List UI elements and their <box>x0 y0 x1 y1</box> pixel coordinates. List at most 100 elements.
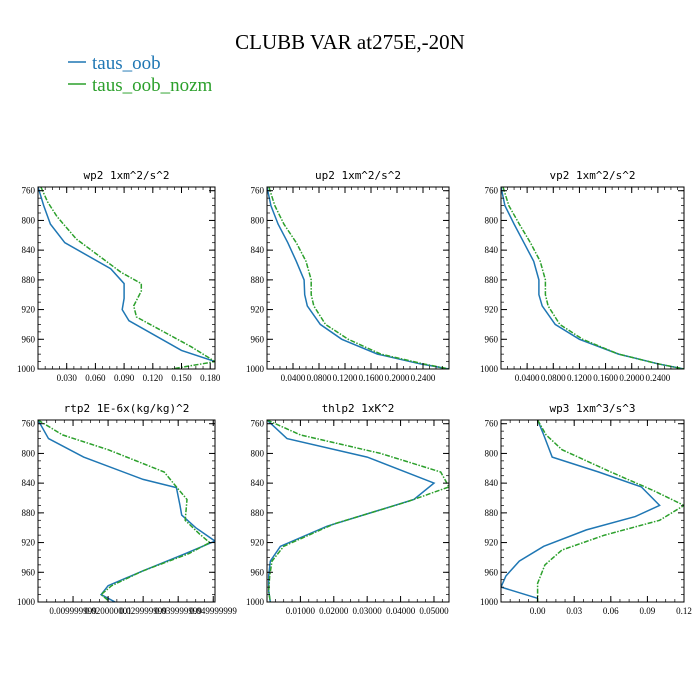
series-line-taus-oob-nozm <box>38 420 212 602</box>
panel-title: vp2 1xm^2/s^2 <box>549 169 635 182</box>
y-tick-label: 840 <box>22 245 36 255</box>
series-line-taus-oob <box>38 187 215 363</box>
y-tick-label: 1000 <box>246 364 265 374</box>
x-tick-label: 0.05000 <box>419 606 449 616</box>
x-tick-label: 0.06 <box>603 606 619 616</box>
x-tick-label: 0.1200 <box>567 373 592 383</box>
x-tick-label: 0.020000001 <box>84 606 131 616</box>
plot-frame <box>37 419 216 603</box>
x-tick-label: 0.01000 <box>286 606 316 616</box>
y-tick-label: 1000 <box>480 364 499 374</box>
panel-title: up2 1xm^2/s^2 <box>315 169 401 182</box>
series-line-taus-oob <box>267 187 449 369</box>
y-tick-label: 960 <box>22 567 36 577</box>
panel-4: rtp2 1E-6x(kg/kg)^2 0.0099999990.02000000… <box>17 402 237 616</box>
y-tick-label: 840 <box>485 245 499 255</box>
y-tick-label: 920 <box>251 538 265 548</box>
y-tick-label: 1000 <box>17 597 36 607</box>
y-tick-label: 760 <box>251 419 265 429</box>
y-tick-label: 840 <box>251 478 265 488</box>
panel-3: vp2 1xm^2/s^2 0.0400 0.0800 0.1200 0.1600 0.2… <box>480 169 685 383</box>
x-tick-label: 0.2400 <box>645 373 670 383</box>
x-tick-label: 0.1600 <box>359 373 384 383</box>
y-tick-label: 1000 <box>246 597 265 607</box>
y-tick-label: 760 <box>485 419 499 429</box>
x-tick-label: 0.00 <box>530 606 546 616</box>
series-line-taus-oob <box>501 187 684 369</box>
y-tick-label: 880 <box>22 275 36 285</box>
y-tick-label: 960 <box>485 567 499 577</box>
y-tick-label: 840 <box>251 245 265 255</box>
series-line-taus-oob <box>267 420 436 602</box>
x-tick-label: 0.120 <box>143 373 164 383</box>
x-tick-label: 0.030 <box>57 373 78 383</box>
y-tick-label: 880 <box>251 508 265 518</box>
y-tick-label: 880 <box>251 275 265 285</box>
y-tick-label: 960 <box>251 567 265 577</box>
x-tick-label: 0.180 <box>200 373 221 383</box>
panel-title: wp2 1xm^2/s^2 <box>83 169 169 182</box>
x-tick-label: 0.0400 <box>515 373 540 383</box>
y-tick-label: 800 <box>485 448 499 458</box>
y-tick-label: 800 <box>22 448 36 458</box>
panel-1: wp2 1xm^2/s^2 0.030 0.060 0.090 0.120 0.150 0.… <box>17 169 221 383</box>
x-tick-label: 0.060 <box>85 373 106 383</box>
y-tick-label: 920 <box>251 305 265 315</box>
x-tick-label: 0.039999999 <box>155 606 203 616</box>
x-tick-label: 0.009999999 <box>49 606 97 616</box>
panel-title: wp3 1xm^3/s^3 <box>549 402 635 415</box>
x-tick-label: 0.03 <box>566 606 582 616</box>
panel-title: thlp2 1xK^2 <box>322 402 395 415</box>
series-line-taus-oob-nozm <box>502 187 684 369</box>
panel-5: thlp2 1xK^2 0.01000 0.02000 0.03000 0.04000 0… <box>246 402 450 616</box>
panel-6: wp3 1xm^3/s^3 0.00 0.03 0.06 0.09 0.12 760 800 8… <box>480 402 692 616</box>
series-line-taus-oob-nozm <box>267 420 449 602</box>
panels: wp2 1xm^2/s^2 0.030 0.060 0.090 0.120 0.150 0.… <box>17 169 692 616</box>
plot-frame <box>266 419 450 603</box>
x-tick-label: 0.0800 <box>307 373 332 383</box>
plot-frame <box>500 419 685 603</box>
legend-label-taus-oob: taus_oob <box>92 53 161 74</box>
x-tick-label: 0.2000 <box>385 373 410 383</box>
legend: taus_oob taus_oob_nozm <box>68 53 213 96</box>
x-tick-label: 0.03000 <box>353 606 383 616</box>
panel-title: rtp2 1E-6x(kg/kg)^2 <box>64 402 190 415</box>
series-line-taus-oob <box>501 420 661 600</box>
y-tick-label: 800 <box>251 448 265 458</box>
y-tick-label: 920 <box>22 538 36 548</box>
y-tick-label: 960 <box>22 334 36 344</box>
series-line-taus-oob <box>38 420 215 602</box>
y-tick-label: 760 <box>485 186 499 196</box>
y-tick-label: 920 <box>485 305 499 315</box>
panel-2: up2 1xm^2/s^20.0400 0.0800 0.1200 0.1600 0.2… <box>246 169 450 383</box>
figure-title: CLUBB VAR at275E,-20N <box>235 30 465 54</box>
y-tick-label: 800 <box>22 215 36 225</box>
x-tick-label: 0.2400 <box>411 373 436 383</box>
x-tick-label: 0.029999999 <box>120 606 168 616</box>
x-tick-label: 0.1200 <box>333 373 358 383</box>
y-tick-label: 880 <box>485 275 499 285</box>
y-tick-label: 880 <box>22 508 36 518</box>
y-tick-label: 1000 <box>17 364 36 374</box>
series-line-taus-oob-nozm <box>268 187 449 369</box>
y-tick-label: 760 <box>22 186 36 196</box>
series-line-taus-oob-nozm <box>536 420 684 602</box>
plot-frame <box>266 186 450 370</box>
y-tick-label: 760 <box>22 419 36 429</box>
y-tick-label: 960 <box>485 334 499 344</box>
y-tick-label: 800 <box>251 215 265 225</box>
y-tick-label: 880 <box>485 508 499 518</box>
x-tick-label: 0.1600 <box>593 373 618 383</box>
legend-label-taus-oob-nozm: taus_oob_nozm <box>92 75 213 96</box>
x-tick-label: 0.090 <box>114 373 135 383</box>
y-tick-label: 960 <box>251 334 265 344</box>
y-tick-label: 920 <box>22 305 36 315</box>
x-tick-label: 0.12 <box>676 606 692 616</box>
y-tick-label: 920 <box>485 538 499 548</box>
x-tick-label: 0.04000 <box>386 606 416 616</box>
plot-frame <box>37 186 216 370</box>
x-tick-label: 0.0800 <box>541 373 566 383</box>
y-tick-label: 800 <box>485 215 499 225</box>
x-tick-label: 0.02000 <box>319 606 349 616</box>
